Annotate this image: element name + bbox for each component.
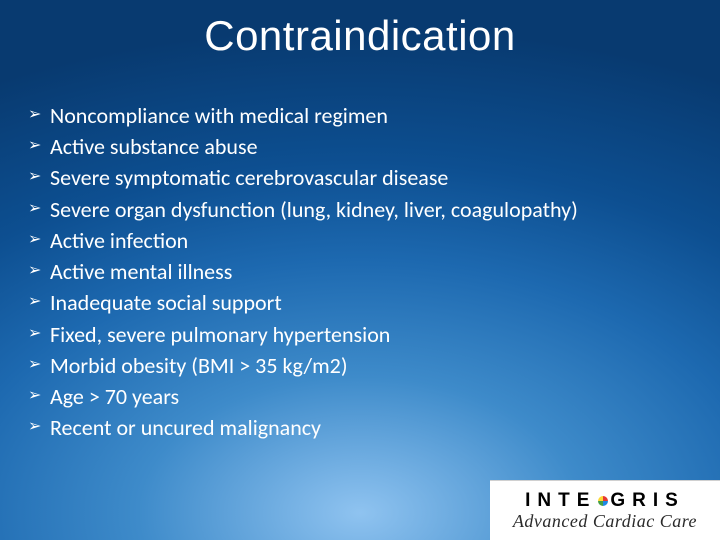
logo-text-suffix: GRIS <box>610 491 684 510</box>
list-item-text: Inadequate social support <box>50 287 700 318</box>
chevron-icon: ➢ <box>28 350 50 380</box>
list-item: ➢ Age > 70 years <box>28 381 700 412</box>
list-item: ➢ Noncompliance with medical regimen <box>28 100 700 131</box>
list-item-text: Age > 70 years <box>50 381 700 412</box>
chevron-icon: ➢ <box>28 100 50 130</box>
logo-text-prefix: INTE <box>525 491 596 510</box>
bullet-list: ➢ Noncompliance with medical regimen ➢ A… <box>28 100 700 444</box>
logo-line2: Advanced Cardiac Care <box>513 512 697 532</box>
list-item-text: Active infection <box>50 225 700 256</box>
list-item-text: Severe symptomatic cerebrovascular disea… <box>50 162 700 193</box>
logo-line1: INTE GRIS <box>525 491 685 510</box>
list-item: ➢ Active infection <box>28 225 700 256</box>
logo-dot-icon <box>598 496 608 506</box>
chevron-icon: ➢ <box>28 194 50 224</box>
slide: Contraindication ➢ Noncompliance with me… <box>0 0 720 540</box>
list-item-text: Severe organ dysfunction (lung, kidney, … <box>50 194 700 225</box>
list-item-text: Noncompliance with medical regimen <box>50 100 700 131</box>
list-item: ➢ Active substance abuse <box>28 131 700 162</box>
chevron-icon: ➢ <box>28 319 50 349</box>
chevron-icon: ➢ <box>28 381 50 411</box>
list-item: ➢ Active mental illness <box>28 256 700 287</box>
list-item: ➢ Recent or uncured malignancy <box>28 412 700 443</box>
slide-title: Contraindication <box>0 12 720 60</box>
list-item: ➢ Fixed, severe pulmonary hypertension <box>28 319 700 350</box>
list-item-text: Active substance abuse <box>50 131 700 162</box>
list-item: ➢ Severe symptomatic cerebrovascular dis… <box>28 162 700 193</box>
chevron-icon: ➢ <box>28 131 50 161</box>
list-item: ➢ Morbid obesity (BMI > 35 kg/m2) <box>28 350 700 381</box>
list-item-text: Morbid obesity (BMI > 35 kg/m2) <box>50 350 700 381</box>
list-item-text: Fixed, severe pulmonary hypertension <box>50 319 700 350</box>
list-item: ➢ Inadequate social support <box>28 287 700 318</box>
chevron-icon: ➢ <box>28 225 50 255</box>
list-item-text: Recent or uncured malignancy <box>50 412 700 443</box>
chevron-icon: ➢ <box>28 256 50 286</box>
chevron-icon: ➢ <box>28 412 50 442</box>
list-item: ➢ Severe organ dysfunction (lung, kidney… <box>28 194 700 225</box>
brand-logo: INTE GRIS Advanced Cardiac Care <box>490 480 720 540</box>
list-item-text: Active mental illness <box>50 256 700 287</box>
chevron-icon: ➢ <box>28 287 50 317</box>
chevron-icon: ➢ <box>28 162 50 192</box>
